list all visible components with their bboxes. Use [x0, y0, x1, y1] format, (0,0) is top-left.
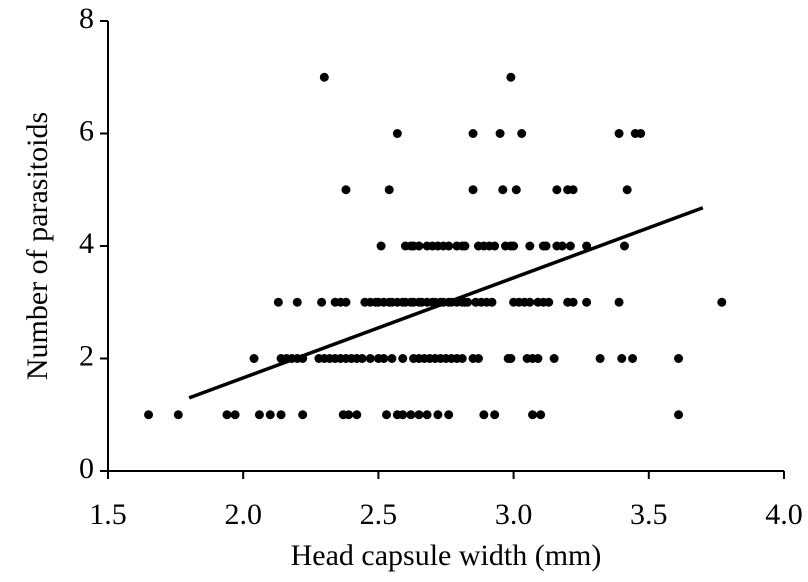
- point: [414, 241, 424, 251]
- point: [617, 354, 627, 363]
- point: [517, 129, 527, 138]
- point: [490, 410, 500, 420]
- y-tick-label: 0: [79, 452, 94, 485]
- point: [384, 185, 394, 195]
- x-tick-label: 3.0: [495, 498, 533, 531]
- point: [525, 241, 535, 251]
- point: [230, 410, 240, 420]
- point: [144, 410, 154, 420]
- point: [341, 297, 351, 307]
- point: [533, 354, 543, 363]
- point: [495, 129, 505, 138]
- y-tick-label: 8: [79, 2, 94, 35]
- point: [249, 354, 259, 363]
- point: [444, 241, 454, 251]
- point: [473, 354, 483, 363]
- x-tick-label: 1.5: [89, 498, 127, 531]
- point: [614, 129, 624, 138]
- point: [222, 410, 232, 420]
- x-tick-label: 3.5: [630, 498, 668, 531]
- x-tick-label: 2.0: [224, 498, 262, 531]
- point: [392, 129, 402, 138]
- point: [173, 410, 183, 420]
- fit-line: [188, 206, 704, 400]
- point: [292, 297, 302, 307]
- point: [265, 410, 275, 420]
- point: [382, 410, 392, 420]
- point: [619, 241, 629, 251]
- point: [406, 410, 416, 420]
- point: [254, 410, 264, 420]
- point: [528, 410, 538, 420]
- y-tick-label: 4: [79, 227, 94, 260]
- point: [674, 354, 684, 363]
- point: [557, 241, 567, 251]
- point: [636, 129, 646, 138]
- point: [506, 72, 516, 82]
- point: [398, 410, 408, 420]
- point: [344, 410, 354, 420]
- point: [552, 185, 562, 195]
- point: [457, 354, 467, 363]
- point: [463, 297, 473, 307]
- point: [568, 297, 578, 307]
- point: [460, 241, 470, 251]
- point: [595, 354, 605, 363]
- point: [376, 241, 386, 251]
- y-tick-label: 2: [79, 339, 94, 372]
- point: [319, 72, 329, 82]
- point: [433, 410, 443, 420]
- y-tick-label: 6: [79, 114, 94, 147]
- point: [541, 241, 551, 251]
- point: [487, 297, 497, 307]
- x-tick-label: 4.0: [765, 498, 803, 531]
- point: [544, 297, 554, 307]
- x-tick-label: 2.5: [360, 498, 398, 531]
- point: [357, 354, 367, 363]
- point: [398, 354, 408, 363]
- point: [525, 297, 535, 307]
- point: [490, 241, 500, 251]
- point: [444, 410, 454, 420]
- point: [511, 185, 521, 195]
- point: [536, 410, 546, 420]
- point: [582, 297, 592, 307]
- point: [565, 241, 575, 251]
- point: [273, 297, 283, 307]
- x-axis-label: Head capsule width (mm): [291, 539, 602, 572]
- y-axis-label: Number of parasitoids: [21, 112, 54, 380]
- point: [422, 410, 432, 420]
- point: [379, 354, 389, 363]
- point: [622, 185, 632, 195]
- point: [352, 410, 362, 420]
- point: [506, 354, 516, 363]
- point: [276, 410, 286, 420]
- point: [717, 297, 727, 307]
- point: [341, 185, 351, 195]
- point: [468, 129, 478, 138]
- point: [614, 297, 624, 307]
- point: [468, 185, 478, 195]
- point: [674, 410, 684, 420]
- point: [509, 241, 519, 251]
- point: [365, 354, 375, 363]
- point: [498, 185, 508, 195]
- point: [628, 354, 638, 363]
- point: [317, 297, 327, 307]
- point: [298, 410, 308, 420]
- point: [479, 410, 489, 420]
- point: [414, 410, 424, 420]
- point: [549, 354, 559, 363]
- point: [387, 354, 397, 363]
- point: [568, 185, 578, 195]
